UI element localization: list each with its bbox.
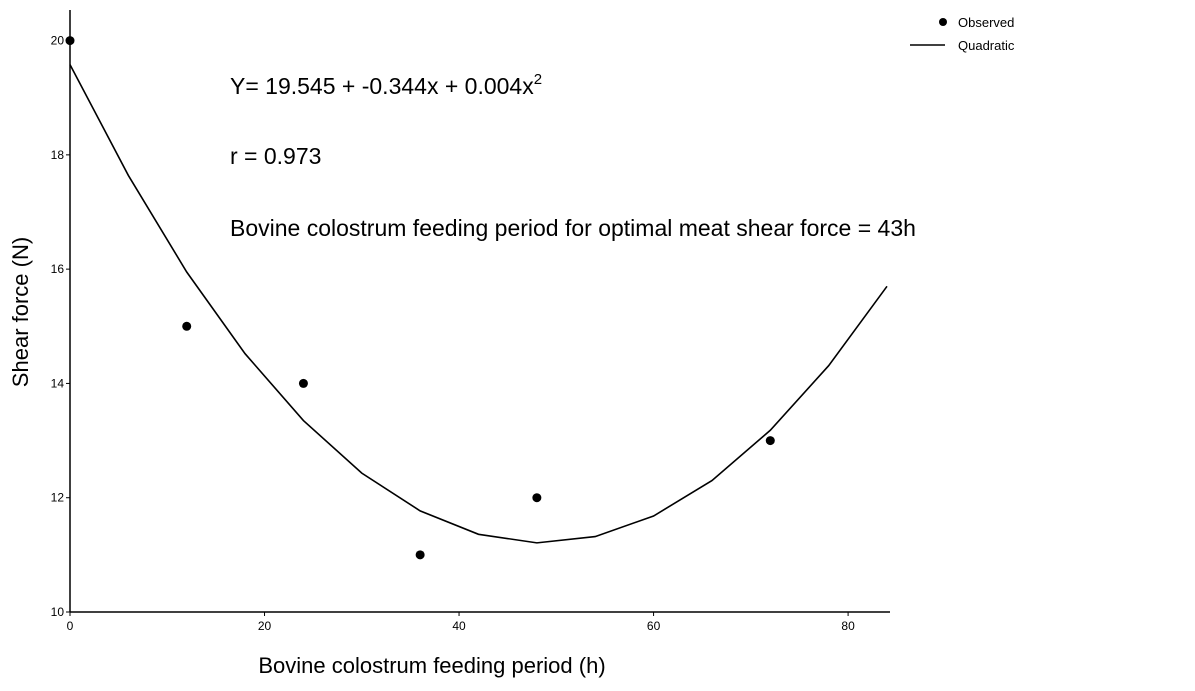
equation-exponent: 2 [534,71,542,88]
observed-point [298,378,308,388]
legend-label: Observed [958,15,1014,30]
y-tick-label: 18 [51,148,65,162]
r-annotation: r = 0.973 [230,143,321,169]
equation: Y= 19.545 + -0.344x + 0.004x2 [230,71,542,99]
y-tick-label: 14 [51,376,65,390]
observed-point [182,321,192,331]
y-axis-label: Shear force (N) [8,237,33,387]
x-tick-label: 80 [841,619,855,633]
x-tick-label: 60 [647,619,661,633]
optimum-annotation: Bovine colostrum feeding period for opti… [230,215,916,241]
x-tick-label: 0 [67,619,74,633]
legend-marker [939,18,947,26]
equation-text: Y= 19.545 + -0.344x + 0.004x [230,73,534,99]
x-tick-label: 40 [452,619,466,633]
legend-label: Quadratic [958,38,1015,53]
observed-point [532,493,542,503]
y-tick-label: 20 [51,34,65,48]
fit-line [69,64,888,544]
x-tick-label: 20 [258,619,272,633]
observed-point [415,550,425,560]
x-axis-label: Bovine colostrum feeding period (h) [258,653,605,678]
observed-point [765,436,775,446]
observed-point [65,36,75,46]
y-tick-label: 12 [51,491,65,505]
y-tick-label: 10 [51,605,65,619]
y-tick-label: 16 [51,262,65,276]
